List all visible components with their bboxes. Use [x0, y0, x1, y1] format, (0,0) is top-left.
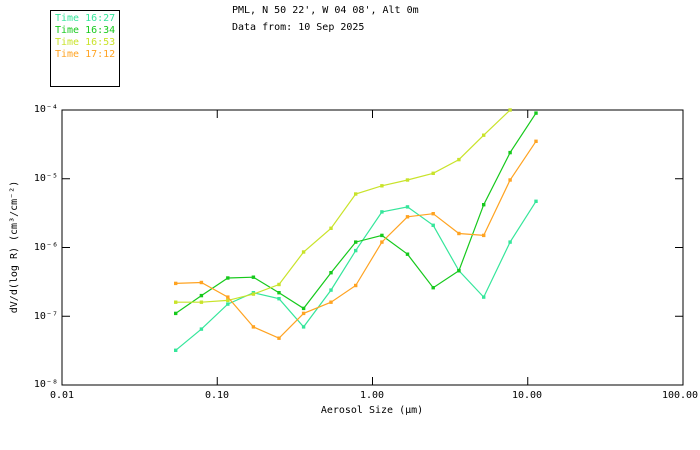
y-tick-label: 10⁻⁵: [33, 173, 58, 184]
series-marker: [482, 233, 486, 238]
series-marker: [174, 300, 178, 304]
axes-box: [61, 109, 684, 386]
series-marker: [174, 281, 178, 286]
series-marker: [301, 325, 306, 329]
series-marker: [251, 275, 256, 279]
station-title: PML, N 50 22', W 04 08', Alt 0m: [232, 5, 419, 16]
series-marker: [174, 348, 178, 352]
x-tick-label: 100.00: [661, 390, 699, 401]
series-marker: [301, 306, 306, 311]
series-marker: [329, 226, 333, 230]
series-marker: [431, 171, 435, 175]
series-marker: [329, 271, 333, 275]
series-marker: [226, 298, 230, 303]
legend-item-time-1634: Time 16:34: [55, 25, 116, 36]
x-tick-label: 10.00: [511, 390, 543, 401]
series-marker: [431, 286, 435, 290]
series-line-time-16-27: [175, 200, 537, 351]
series-marker: [354, 248, 358, 253]
series-marker: [482, 133, 486, 137]
series-marker: [457, 157, 461, 162]
data-date: Data from: 10 Sep 2025: [232, 22, 365, 33]
x-tick-label: 0.01: [49, 390, 75, 401]
series-marker: [354, 240, 358, 244]
y-axis-label: dV/d(log R) (cm³/cm⁻²): [9, 180, 20, 314]
series-line-time-17-12: [175, 140, 537, 339]
series-marker: [329, 300, 333, 304]
series-marker: [199, 327, 204, 331]
series-marker: [508, 108, 512, 112]
series-marker: [405, 215, 410, 219]
series-marker: [534, 139, 538, 143]
series-marker: [226, 295, 230, 299]
series-marker: [380, 184, 384, 188]
series-marker: [277, 336, 281, 340]
y-tick-label: 10⁻⁶: [33, 242, 58, 253]
x-axis-label: Aerosol Size (μm): [320, 405, 424, 416]
series-marker: [277, 282, 281, 287]
series-marker: [226, 276, 230, 280]
series-marker: [508, 178, 512, 182]
y-tick-label: 10⁻⁴: [33, 104, 58, 115]
series-marker: [277, 297, 281, 301]
series-marker: [457, 231, 461, 236]
series-marker: [226, 302, 230, 306]
series-marker: [534, 199, 538, 203]
x-tick-label: 0.10: [204, 390, 230, 401]
series-marker: [431, 223, 435, 227]
y-tick-label: 10⁻⁸: [33, 379, 58, 390]
legend-item-time-1712: Time 17:12: [55, 49, 116, 60]
series-marker: [380, 233, 384, 238]
series-marker: [277, 291, 281, 295]
series-marker: [199, 280, 204, 285]
series-marker: [199, 293, 204, 298]
series-marker: [329, 288, 333, 292]
series-marker: [482, 203, 486, 207]
series-marker: [174, 311, 178, 316]
series-marker: [354, 283, 358, 288]
series-marker: [457, 269, 461, 273]
legend-item-time-1653: Time 16:53: [55, 37, 116, 48]
series-marker: [251, 292, 256, 296]
series-marker: [251, 325, 256, 329]
series-marker: [508, 150, 512, 155]
legend-item-time-1627: Time 16:27: [55, 13, 116, 24]
series-marker: [380, 210, 384, 214]
series-marker: [354, 192, 358, 196]
series-marker: [199, 300, 204, 304]
series-marker: [508, 240, 512, 244]
series-line-time-16-53: [175, 109, 511, 303]
series-marker: [482, 295, 486, 299]
legend-box: Time 16:27 Time 16:34 Time 16:53 Time 17…: [50, 10, 120, 87]
y-tick-label: 10⁻⁷: [33, 311, 58, 322]
x-tick-label: 1.00: [359, 390, 385, 401]
series-marker: [405, 205, 410, 209]
series-marker: [405, 252, 410, 256]
series-line-time-16-34: [175, 112, 537, 314]
series-marker: [534, 111, 538, 115]
series-marker: [301, 250, 306, 254]
series-marker: [405, 178, 410, 182]
series-marker: [380, 240, 384, 244]
series-marker: [431, 212, 435, 216]
series-marker: [301, 311, 306, 316]
